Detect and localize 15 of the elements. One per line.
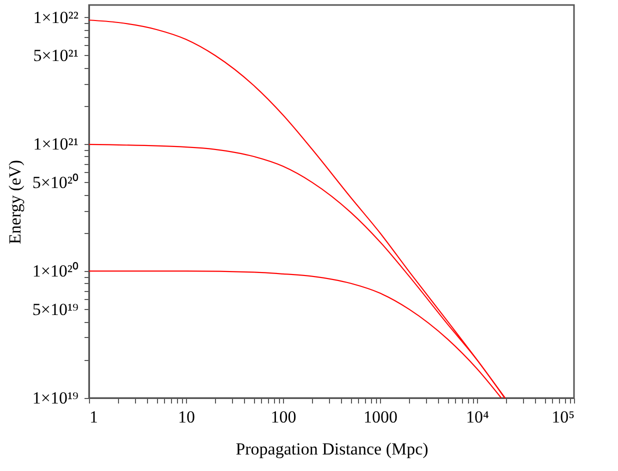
y-tick-label: 1×10²² xyxy=(33,8,78,27)
y-tick-label: 1×10²⁰ xyxy=(32,262,78,281)
x-axis-title: Propagation Distance (Mpc) xyxy=(236,440,428,458)
y-axis-title: Energy (eV) xyxy=(5,160,24,244)
x-tick-label: 1 xyxy=(90,408,98,426)
y-tick-label: 5×10²⁰ xyxy=(32,172,78,192)
x-tick-label: 10 xyxy=(178,408,195,426)
y-tick-label: 5×10²¹ xyxy=(33,46,78,65)
y-tick-label: 1×10¹⁹ xyxy=(32,388,79,408)
x-tick-label: 10⁵ xyxy=(552,408,575,426)
x-tick-label: 10⁴ xyxy=(466,408,490,426)
x-tick-label: 1000 xyxy=(364,408,398,426)
x-tick-label: 100 xyxy=(270,408,296,426)
y-tick-label: 1×10²¹ xyxy=(33,134,78,154)
y-tick-label: 5×10¹⁹ xyxy=(32,300,79,319)
